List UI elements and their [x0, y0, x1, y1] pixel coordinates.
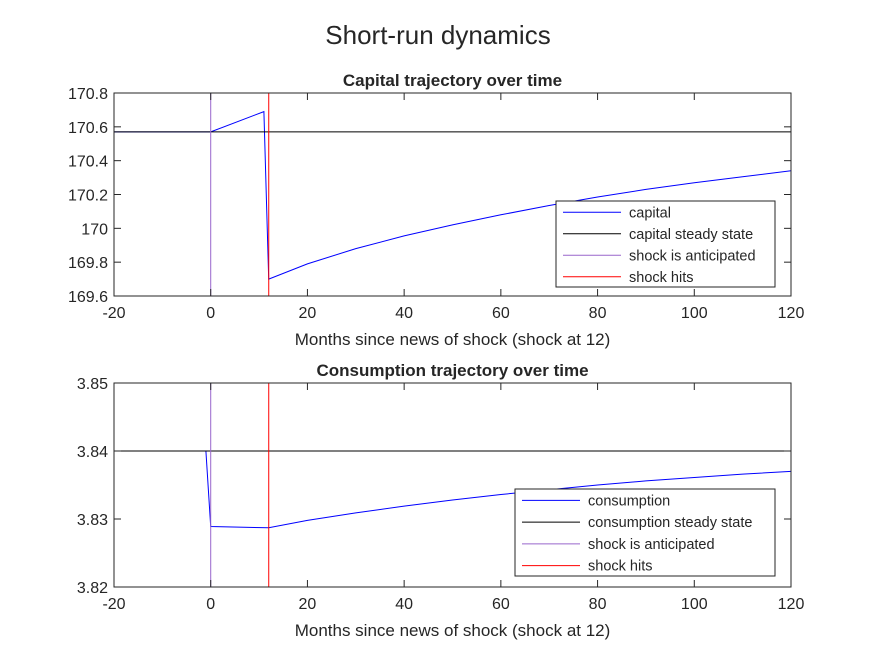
- series-group: [114, 383, 791, 587]
- chart-panel-2: -20 0 20 40 60 80 100 120 3.82 3.83 3.84 3.85 Consum…: [77, 361, 805, 640]
- x-axis-label: Months since news of shock (shock at 12): [295, 621, 611, 640]
- legend-shock-hits-label: shock hits: [629, 270, 693, 286]
- y-tick-label: 169.8: [68, 255, 108, 272]
- legend-shock-is-anticipated-label: shock is anticipated: [588, 537, 715, 553]
- x-axis-label: Months since news of shock (shock at 12): [295, 330, 611, 349]
- chart-title: Capital trajectory over time: [343, 71, 562, 90]
- chart-title: Consumption trajectory over time: [316, 361, 588, 380]
- x-tick-label: 20: [299, 305, 317, 322]
- legend: capital capital steady state shock is anti…: [555, 200, 776, 288]
- y-tick-label: 3.84: [77, 444, 108, 461]
- x-tick-label: 0: [206, 305, 215, 322]
- chart-panel-1: -20 0 20 40 60 80 100 120 169.6 169.8 170 170.2 170.…: [68, 71, 804, 349]
- y-tick-label: 170.6: [68, 120, 108, 137]
- legend-shock-is-anticipated-label: shock is anticipated: [629, 248, 756, 264]
- x-tick-label: 120: [778, 596, 805, 613]
- y-tick-label: 3.82: [77, 580, 108, 597]
- x-tick-label: 40: [395, 596, 413, 613]
- x-tick-label: 0: [206, 596, 215, 613]
- x-tick-label: 100: [681, 305, 708, 322]
- axes-box: [113, 382, 792, 588]
- y-tick-label: 170: [81, 221, 108, 238]
- x-tick-label: 80: [589, 596, 607, 613]
- x-tick-label: 20: [299, 596, 317, 613]
- series-group: [114, 93, 791, 296]
- y-tick-label: 3.85: [77, 376, 108, 393]
- figure-suptitle: Short-run dynamics: [325, 20, 550, 50]
- y-tick-label: 170.8: [68, 86, 108, 103]
- y-tick-label: 170.4: [68, 154, 108, 171]
- y-tick-label: 169.6: [68, 289, 108, 306]
- x-tick-label: 80: [589, 305, 607, 322]
- x-tick-label: -20: [102, 305, 125, 322]
- y-tick-label: 170.2: [68, 188, 108, 205]
- legend: consumption consumption steady state shock…: [514, 488, 776, 577]
- series-capital-line: [114, 110, 791, 280]
- legend-capital-label: capital: [629, 205, 671, 221]
- series-consumption-line: [114, 450, 791, 529]
- legend-capital-steady-state-label: capital steady state: [629, 227, 753, 243]
- legend-box: [555, 200, 776, 288]
- y-tick-label: 3.83: [77, 512, 108, 529]
- legend-consumption-steady-state-label: consumption steady state: [588, 515, 752, 531]
- x-tick-label: 100: [681, 596, 708, 613]
- legend-shock-hits-label: shock hits: [588, 559, 652, 575]
- legend-box: [514, 488, 776, 577]
- x-tick-label: 120: [778, 305, 805, 322]
- x-tick-label: 40: [395, 305, 413, 322]
- legend-consumption-label: consumption: [588, 493, 670, 509]
- x-tick-label: 60: [492, 305, 510, 322]
- x-tick-label: 60: [492, 596, 510, 613]
- x-tick-label: -20: [102, 596, 125, 613]
